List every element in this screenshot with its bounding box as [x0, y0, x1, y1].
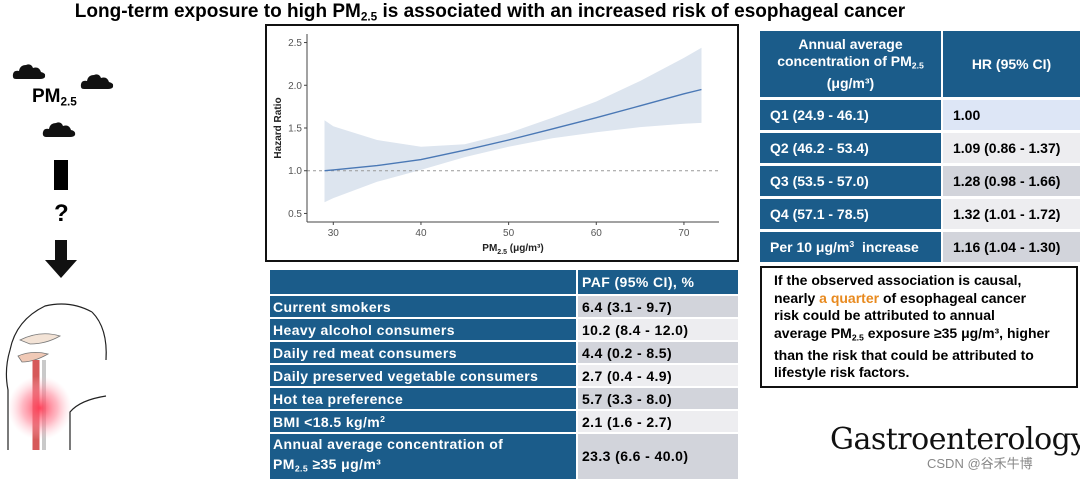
- head-anatomy-illustration: [5, 303, 107, 450]
- watermark: CSDN @谷禾牛博: [927, 456, 1033, 471]
- cloud-icon: [80, 74, 114, 89]
- risk-factor-label: Daily red meat consumers: [270, 342, 578, 363]
- paf-value: 23.3 (6.6 - 40.0): [578, 434, 738, 479]
- table-row: Q1 (24.9 - 46.1) 1.00: [760, 100, 1080, 130]
- hr-value: 1.28 (0.98 - 1.66): [943, 166, 1080, 196]
- paf-table: PAF (95% CI), % Current smokers 6.4 (3.1…: [270, 268, 738, 479]
- conclusion-note: If the observed association is causal, n…: [760, 266, 1078, 388]
- x-tick-label: 70: [678, 228, 690, 239]
- confidence-band: [324, 47, 702, 203]
- quartile-label: Q1 (24.9 - 46.1): [760, 100, 943, 130]
- table-row: BMI <18.5 kg/m2 2.1 (1.6 - 2.7): [270, 411, 738, 432]
- header-concentration: Annual average concentration of PM2.5 (μg…: [760, 31, 943, 97]
- hr-value: 1.32 (1.01 - 1.72): [943, 199, 1080, 229]
- hazard-ratio-line: [324, 88, 702, 172]
- table-row: Hot tea preference 5.7 (3.3 - 8.0): [270, 388, 738, 409]
- risk-factor-label: Current smokers: [270, 296, 578, 317]
- y-tick-label: 2.5: [288, 38, 302, 49]
- x-tick-label: 60: [591, 228, 603, 239]
- table-row: Daily red meat consumers 4.4 (0.2 - 8.5): [270, 342, 738, 363]
- header-hr: HR (95% CI): [943, 31, 1080, 97]
- x-tick-label: 30: [328, 228, 340, 239]
- cloud-icon: [42, 122, 76, 137]
- table-row: Heavy alcohol consumers 10.2 (8.4 - 12.0…: [270, 319, 738, 340]
- paf-value: 2.7 (0.4 - 4.9): [578, 365, 738, 386]
- y-tick-label: 0.5: [288, 209, 302, 220]
- connector-bar: [54, 160, 68, 190]
- table-row: Current smokers 6.4 (3.1 - 9.7): [270, 296, 738, 317]
- y-tick-label: 1.0: [288, 166, 302, 177]
- x-tick-label: 40: [415, 228, 427, 239]
- pm-label: PM2.5: [32, 86, 77, 109]
- table-row: Per 10 μg/m3 increase 1.16 (1.04 - 1.30): [760, 232, 1080, 262]
- hr-value: 1.00: [943, 100, 1080, 130]
- quartile-label: Q2 (46.2 - 53.4): [760, 133, 943, 163]
- header-paf: PAF (95% CI), %: [578, 270, 738, 294]
- risk-factor-label: BMI <18.5 kg/m2: [270, 411, 578, 432]
- hr-table-header: Annual average concentration of PM2.5 (μg…: [760, 31, 1080, 97]
- paf-value: 6.4 (3.1 - 9.7): [578, 296, 738, 317]
- x-axis-label: PM2.5 (μg/m³): [482, 243, 543, 256]
- paf-value: 2.1 (1.6 - 2.7): [578, 411, 738, 432]
- table-row: Q3 (53.5 - 57.0) 1.28 (0.98 - 1.66): [760, 166, 1080, 196]
- hr-table: Annual average concentration of PM2.5 (μg…: [760, 28, 1080, 265]
- paf-value: 4.4 (0.2 - 8.5): [578, 342, 738, 363]
- paf-value: 5.7 (3.3 - 8.0): [578, 388, 738, 409]
- risk-factor-label: Hot tea preference: [270, 388, 578, 409]
- quartile-label: Q3 (53.5 - 57.0): [760, 166, 943, 196]
- table-row: Annual average concentration of PM2.5 ≥35…: [270, 434, 738, 479]
- question-mark: ?: [54, 200, 69, 227]
- table-row: Q2 (46.2 - 53.4) 1.09 (0.86 - 1.37): [760, 133, 1080, 163]
- chart-canvas: 0.5 1.0 1.5 2.0 2.5 30 40 50 60 70 Hazard Ratio PM2…: [273, 34, 719, 256]
- paf-value: 10.2 (8.4 - 12.0): [578, 319, 738, 340]
- x-tick-label: 50: [503, 228, 515, 239]
- down-arrow-icon: [45, 240, 77, 278]
- header-blank: [270, 270, 578, 294]
- quartile-label: Q4 (57.1 - 78.5): [760, 199, 943, 229]
- risk-factor-label: Daily preserved vegetable consumers: [270, 365, 578, 386]
- risk-factor-label: Heavy alcohol consumers: [270, 319, 578, 340]
- y-tick-label: 1.5: [288, 124, 302, 135]
- highlight-text: a quarter: [819, 289, 880, 306]
- journal-logo: Gastroenterology: [830, 422, 1080, 457]
- table-row: Daily preserved vegetable consumers 2.7 …: [270, 365, 738, 386]
- paf-table-header: PAF (95% CI), %: [270, 270, 738, 294]
- hazard-ratio-chart: 0.5 1.0 1.5 2.0 2.5 30 40 50 60 70 Hazard Ratio PM2…: [265, 24, 739, 262]
- y-axis-label: Hazard Ratio: [273, 97, 284, 158]
- figure-title: Long-term exposure to high PM2.5 is asso…: [74, 1, 906, 24]
- hr-value: 1.16 (1.04 - 1.30): [943, 232, 1080, 262]
- hr-value: 1.09 (0.86 - 1.37): [943, 133, 1080, 163]
- table-row: Q4 (57.1 - 78.5) 1.32 (1.01 - 1.72): [760, 199, 1080, 229]
- y-tick-label: 2.0: [288, 81, 302, 92]
- cloud-icon: [12, 64, 46, 79]
- risk-factor-label: Annual average concentration of PM2.5 ≥35…: [270, 434, 578, 479]
- increment-label: Per 10 μg/m3 increase: [760, 232, 943, 262]
